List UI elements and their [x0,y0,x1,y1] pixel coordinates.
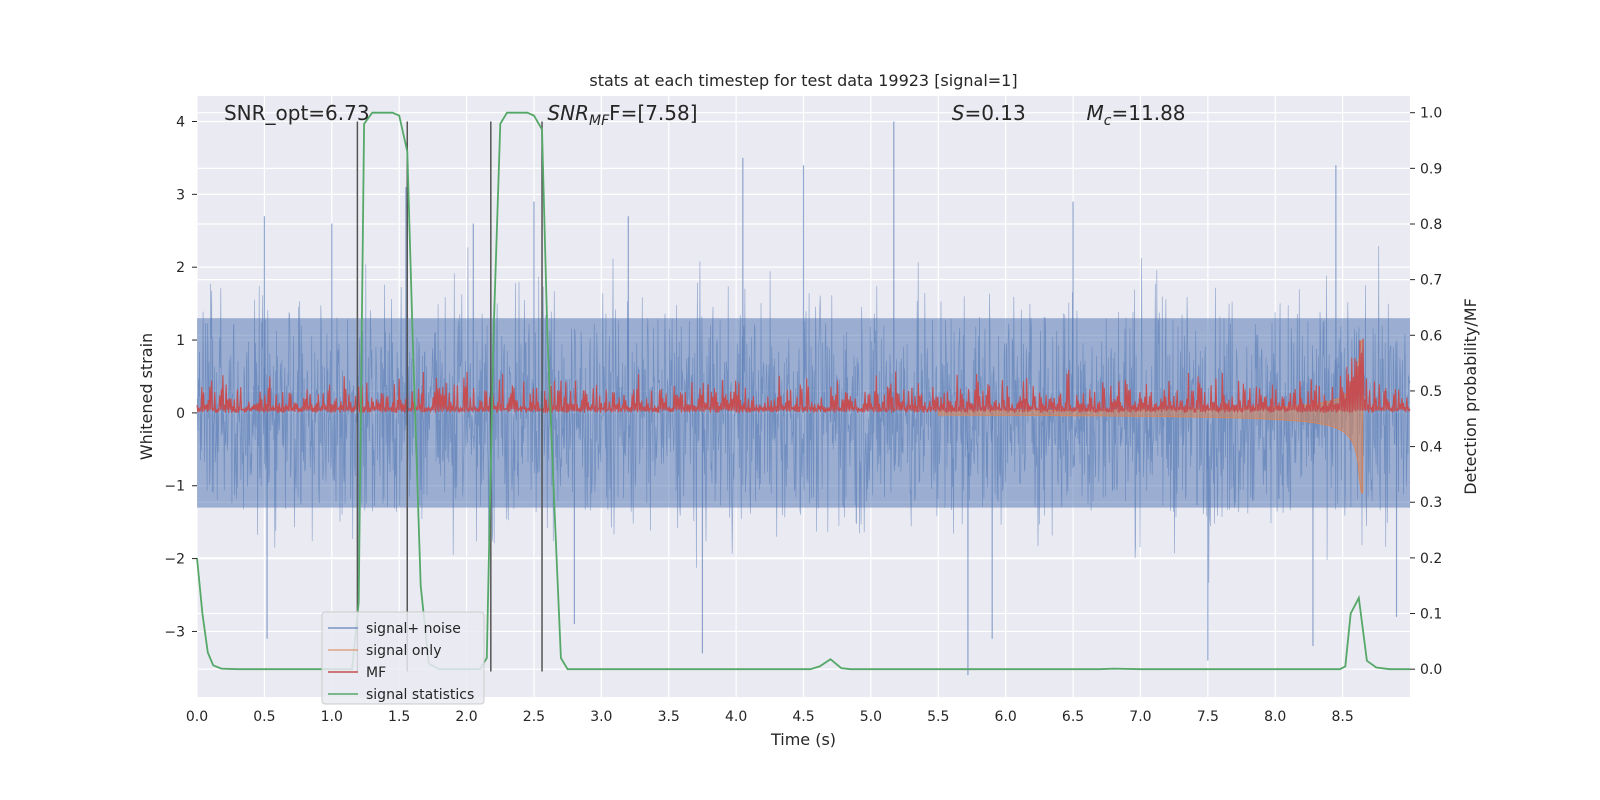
legend-label-signal-only: signal only [366,643,441,659]
legend: signal+ noise signal only MF signal stat… [321,611,485,705]
y-right-tick-label: 0.0 [1420,662,1442,678]
mf-trace [196,338,1411,414]
annotation-chirp-mass-main: M [1087,101,1104,125]
y-left-tick-label: 4 [176,114,185,130]
y-right-tick-label: 0.1 [1420,607,1442,623]
x-tick-label: 2.5 [523,709,545,725]
y-left-axis-ticks: 4 3 2 1 0 −1 −2 −3 [164,114,197,640]
y-left-tick-label: 0 [176,406,185,422]
x-tick-label: 4.5 [792,709,814,725]
annotation-chirp-mass-sub: c [1104,113,1112,129]
y-left-tick-label: −2 [164,552,185,568]
y-left-tick-label: 1 [176,333,185,349]
y-left-axis-label: Whitened strain [137,333,156,460]
x-tick-label: 5.0 [860,709,882,725]
annotation-snr-mf-main: SNR [547,101,589,125]
y-right-tick-label: 0.2 [1420,551,1442,567]
y-right-tick-label: 0.7 [1420,273,1442,289]
y-right-tick-label: 0.6 [1420,328,1442,344]
annotation-snr-mf-tail: F=[7.58] [609,101,697,125]
legend-label-signal-statistics: signal statistics [366,687,474,703]
x-tick-label: 8.5 [1331,709,1353,725]
y-left-tick-label: −3 [164,624,185,640]
y-right-tick-label: 0.5 [1420,384,1442,400]
marker-lines [356,121,543,672]
annotation-spin: S=0.13 [952,101,1026,125]
annotation-spin-tail: =0.13 [964,101,1025,125]
y-right-axis-ticks: 1.0 0.9 0.8 0.7 0.6 0.5 0.4 0.3 0.2 0.1 0.0 [1410,106,1442,678]
x-tick-label: 3.0 [590,709,612,725]
x-tick-label: 0.0 [186,709,208,725]
annotation-chirp-mass-tail: =11.88 [1112,101,1186,125]
x-tick-label: 7.5 [1197,709,1219,725]
y-right-tick-label: 0.8 [1420,217,1442,233]
x-axis-label: Time (s) [770,730,836,749]
x-tick-label: 0.5 [253,709,275,725]
y-right-tick-label: 1.0 [1420,106,1442,122]
y-right-tick-label: 0.4 [1420,440,1442,456]
y-left-tick-label: −1 [164,479,185,495]
annotation-snr-opt: SNR_opt=6.73 [224,101,370,125]
x-tick-label: 7.0 [1129,709,1151,725]
x-tick-label: 3.5 [658,709,680,725]
legend-label-mf: MF [366,665,386,681]
x-tick-label: 4.0 [725,709,747,725]
x-axis-ticks: 0.0 0.5 1.0 1.5 2.0 2.5 3.0 3.5 4.0 4.5 5.0 5.5 6.0 6… [186,709,1354,725]
x-tick-label: 6.5 [1062,709,1084,725]
x-tick-label: 2.0 [455,709,477,725]
y-left-tick-label: 3 [176,187,185,203]
x-tick-label: 8.0 [1264,709,1286,725]
y-right-tick-label: 0.3 [1420,495,1442,511]
legend-box [321,611,485,705]
signal-statistics-line [196,111,1410,671]
annotation-snr-mf: SNRMFF=[7.58] [547,101,697,129]
x-tick-label: 6.0 [995,709,1017,725]
y-right-tick-label: 0.9 [1420,161,1442,177]
annotation-chirp-mass: Mc=11.88 [1087,101,1186,129]
series-signal-statistics [196,111,1410,671]
legend-label-signal-noise: signal+ noise [366,621,461,637]
annotation-snr-mf-sub: MF [589,113,610,129]
x-tick-label: 1.0 [321,709,343,725]
chart-title: stats at each timestep for test data 199… [589,71,1017,90]
y-right-axis-label: Detection probability/MF [1461,298,1480,495]
y-left-tick-label: 2 [176,260,185,276]
annotation-spin-main: S [952,101,965,125]
series-mf [196,338,1411,414]
x-tick-label: 1.5 [388,709,410,725]
x-tick-label: 5.5 [927,709,949,725]
